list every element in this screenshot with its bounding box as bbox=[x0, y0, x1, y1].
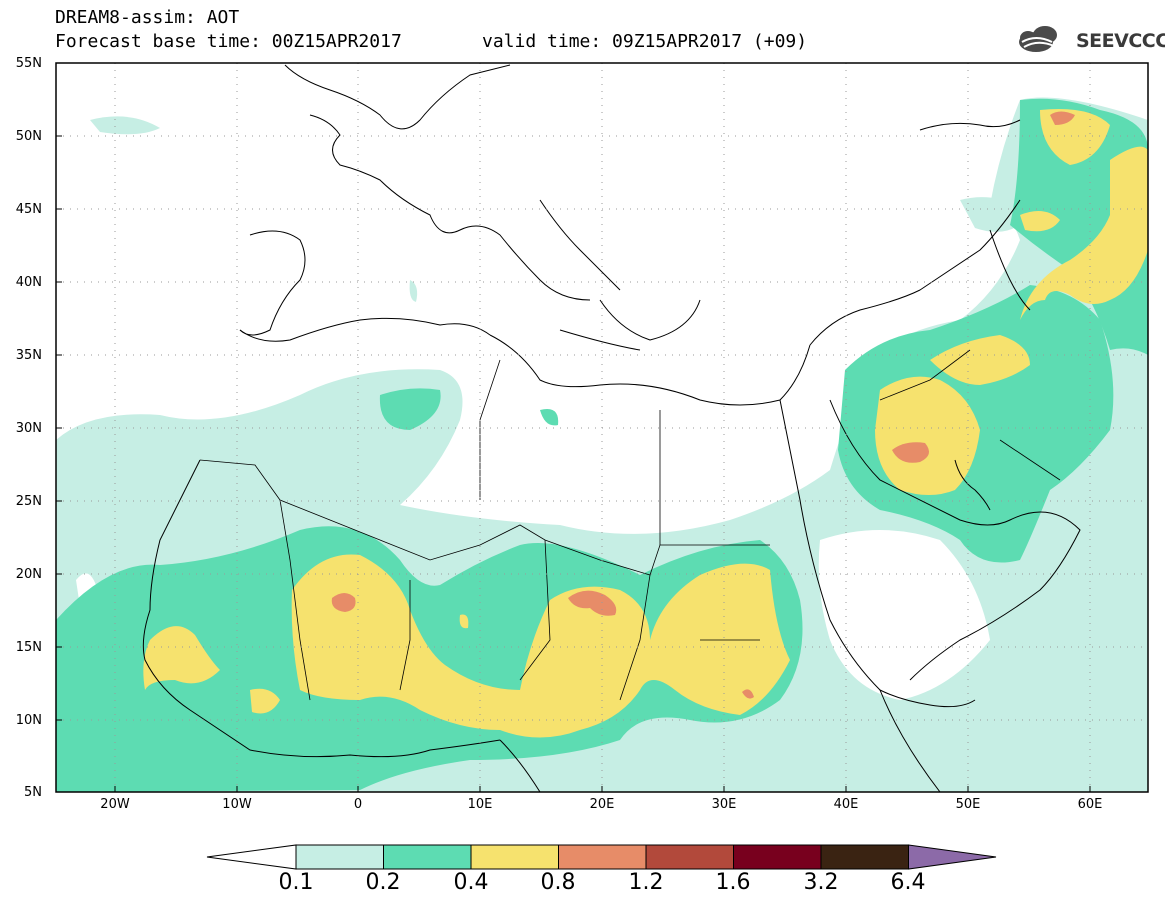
colorbar bbox=[206, 844, 997, 870]
colorbar-bin-0.1 bbox=[295, 844, 384, 870]
colorbar-label: 0.1 bbox=[278, 870, 314, 895]
colorbar-bin-3.2 bbox=[820, 844, 909, 870]
logo-text: SEEVCCC bbox=[1076, 30, 1165, 52]
cloud-icon bbox=[1019, 26, 1057, 52]
aot-fields bbox=[56, 97, 1148, 792]
coastlines bbox=[142, 64, 1081, 792]
colorbar-under-arrow bbox=[206, 844, 297, 870]
colorbar-bin-0.2 bbox=[383, 844, 472, 870]
seevccc-logo bbox=[1019, 26, 1057, 52]
colorbar-over-arrow bbox=[908, 844, 997, 870]
colorbar-bin-1.6 bbox=[733, 844, 822, 870]
lat-label: 40N bbox=[15, 275, 42, 290]
lon-label: 10W bbox=[222, 797, 252, 812]
colorbar-label: 0.8 bbox=[540, 870, 576, 895]
axis-ticks bbox=[56, 135, 1091, 792]
lat-label: 45N bbox=[15, 202, 42, 217]
country-borders bbox=[199, 349, 1061, 701]
colorbar-label: 6.4 bbox=[890, 870, 926, 895]
lat-label: 25N bbox=[15, 494, 42, 509]
colorbar-label: 1.6 bbox=[715, 870, 751, 895]
colorbar-bin-0.4 bbox=[470, 844, 559, 870]
graticule bbox=[56, 63, 1148, 792]
lon-label: 20E bbox=[589, 797, 615, 812]
lon-label: 20W bbox=[100, 797, 130, 812]
colorbar-bin-0.8 bbox=[558, 844, 647, 870]
aot-band-0.8 bbox=[331, 111, 1075, 699]
colorbar-label: 1.2 bbox=[628, 870, 664, 895]
lat-label: 15N bbox=[15, 640, 42, 655]
lon-label: 0 bbox=[353, 797, 363, 812]
valid-time: valid time: 09Z15APR2017 (+09) bbox=[482, 31, 808, 52]
colorbar-label: 3.2 bbox=[803, 870, 839, 895]
lat-label: 10N bbox=[15, 713, 42, 728]
map-title: DREAM8-assim: AOT bbox=[55, 7, 240, 28]
lon-label: 60E bbox=[1077, 797, 1103, 812]
lon-label: 10E bbox=[467, 797, 493, 812]
lat-label: 55N bbox=[15, 56, 42, 71]
colorbar-label: 0.4 bbox=[453, 870, 489, 895]
lat-label: 50N bbox=[15, 129, 42, 144]
colorbar-bin-1.2 bbox=[645, 844, 734, 870]
lat-label: 5N bbox=[24, 785, 42, 800]
lat-label: 20N bbox=[15, 567, 42, 582]
lon-label: 40E bbox=[833, 797, 859, 812]
colorbar-label: 0.2 bbox=[365, 870, 401, 895]
lon-label: 30E bbox=[711, 797, 737, 812]
lat-label: 35N bbox=[15, 348, 42, 363]
lat-label: 30N bbox=[15, 421, 42, 436]
aot-band-0.4 bbox=[143, 109, 1148, 738]
lon-label: 50E bbox=[955, 797, 981, 812]
forecast-base-time: Forecast base time: 00Z15APR2017 bbox=[55, 31, 402, 52]
